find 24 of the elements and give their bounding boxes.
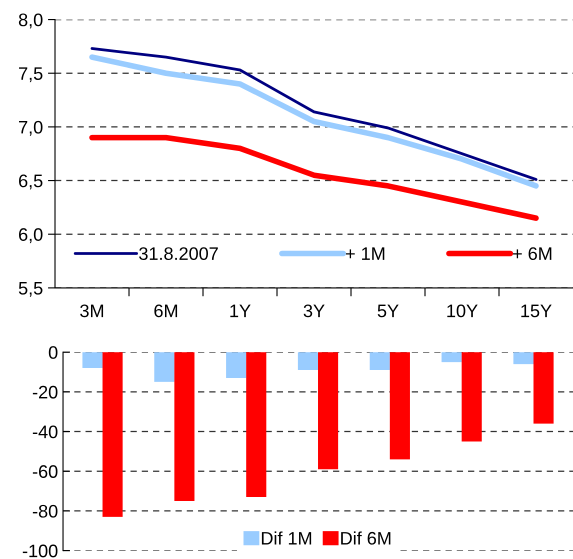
x-tick-label: 10Y	[447, 304, 478, 318]
y-tick-label: 7,0	[19, 120, 42, 136]
x-tick-label: 5Y	[378, 304, 399, 318]
x-tick-label: 6M	[154, 304, 178, 318]
y-tick-label: -80	[32, 504, 58, 518]
x-tick-label: 3M	[80, 304, 104, 318]
y-tick-label: -60	[32, 465, 58, 478]
y-tick-label: 5,5	[18, 282, 42, 297]
y-tick-label: 6,5	[19, 174, 42, 190]
legend-label: 31.8.2007	[139, 247, 218, 260]
y-tick-label: 6,0	[19, 228, 42, 244]
x-tick-label: 15Y	[521, 304, 552, 318]
y-tick-label: 8,0	[18, 14, 42, 28]
y-tick-label: 0	[48, 346, 58, 359]
x-tick-label: 1Y	[230, 304, 251, 318]
y-tick-label: -100	[22, 544, 58, 558]
x-tick-label: 3Y	[304, 304, 325, 318]
legend-label: Dif 6M	[341, 531, 390, 545]
y-tick-label: 7,5	[19, 67, 42, 82]
y-tick-label: -20	[32, 386, 58, 399]
legend-label: + 1M	[346, 247, 384, 260]
y-tick-label: -40	[32, 425, 58, 438]
legend-label: Dif 1M	[262, 531, 312, 545]
legend-label: + 6M	[513, 247, 552, 260]
